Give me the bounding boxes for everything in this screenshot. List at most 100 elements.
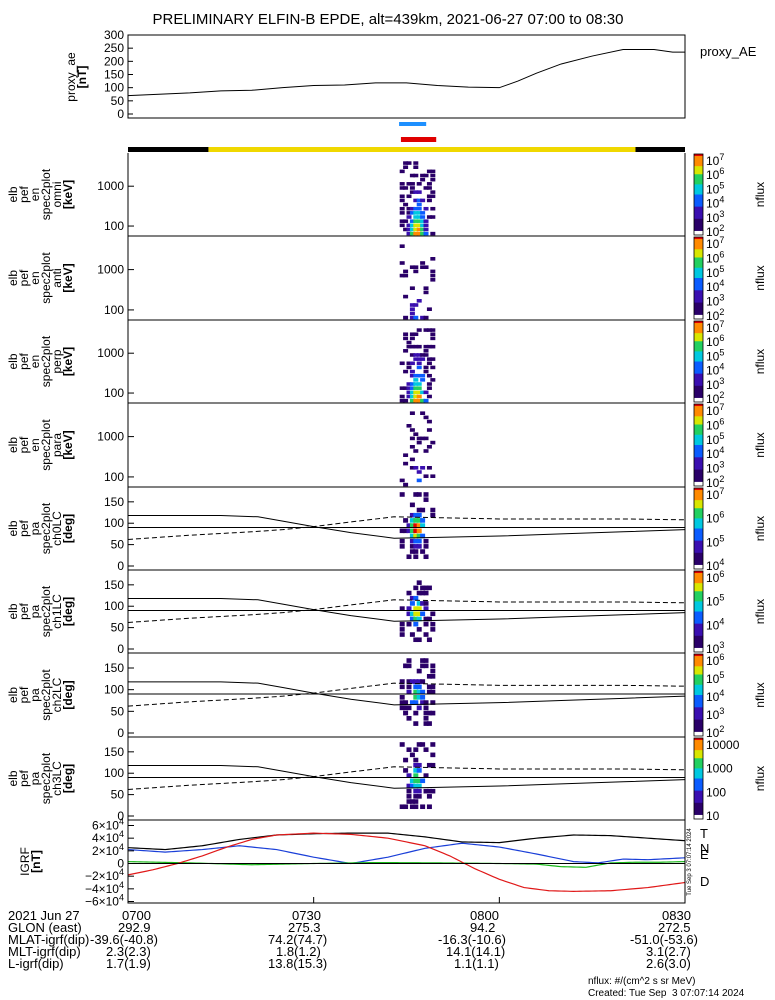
ch0-colorbar-band: [694, 562, 703, 566]
anti-colorbar-band: [694, 280, 703, 283]
footer-row-value: 13.8(15.3): [268, 956, 328, 971]
ch1-heatmap-cell: [426, 637, 432, 643]
ch1-ylabel-line: pef: [17, 602, 31, 619]
ch0-tick-label: 100: [104, 516, 124, 530]
created-note: Created: Tue Sep 3 07:07:14 2024: [588, 988, 745, 999]
perp-heatmap-cell: [409, 398, 415, 403]
para-heatmap-cell: [423, 449, 429, 453]
ch1-colorbar-band: [694, 581, 703, 584]
omni-heatmap-cell: [430, 231, 436, 236]
ch3-heatmap-cell: [413, 747, 419, 752]
anti-colorbar-band: [694, 265, 703, 269]
perp-heatmap-cell: [426, 373, 432, 378]
ch1-colorbar-label: nflux: [753, 599, 767, 624]
ch1-colorbar-tick: 106: [706, 569, 724, 585]
perp-heatmap-cell: [403, 386, 409, 390]
omni-heatmap-cell: [406, 194, 412, 199]
science-zone-marker: [411, 122, 414, 126]
ch1-colorbar-band: [694, 619, 703, 623]
ch3-ylabel-line: ch3LC: [50, 761, 64, 796]
perp-colorbar-band: [694, 391, 703, 395]
ch0-heatmap-cell: [413, 549, 419, 554]
perp-ylabel-line: en: [28, 355, 42, 368]
anti-colorbar-band: [694, 312, 703, 316]
ch0-colorbar-band: [694, 518, 703, 521]
ch1-colorbar-band: [694, 649, 703, 653]
para-colorbar-band: [694, 451, 703, 454]
ch2-colorbar-band: [694, 678, 703, 682]
perp-heatmap-cell: [413, 386, 419, 390]
perp-heatmap-cell: [426, 386, 432, 390]
footer-row-value: 14.1(14.1): [446, 944, 506, 959]
perp-colorbar-band: [694, 327, 703, 330]
para-ylabel-line: [keV]: [61, 430, 75, 459]
ch0-heatmap-cell: [416, 528, 422, 534]
omni-colorbar-band: [694, 204, 703, 208]
ch2-ylabel-line: ch2LC: [50, 677, 64, 712]
ch2-colorbar-band: [694, 690, 703, 694]
ch3-colorbar-band: [694, 798, 703, 802]
omni-colorbar-band: [694, 216, 703, 220]
omni-colorbar-band: [694, 172, 703, 175]
anti-heatmap-cell: [413, 269, 419, 274]
omni-heatmap-cell: [416, 206, 422, 211]
ch3-ylabel-line: elb: [6, 770, 20, 786]
anti-ylabel-line: anti: [50, 268, 64, 287]
ch0-heatmap-cell: [423, 492, 429, 497]
perp-heatmap-cell: [420, 390, 426, 395]
ch2-colorbar-band: [694, 715, 703, 719]
ch3-heatmap-cell: [426, 794, 432, 799]
ch3-colorbar-band: [694, 752, 703, 755]
ch3-colorbar-label: nflux: [753, 766, 767, 791]
ch0-ylabel-line: pef: [17, 519, 31, 536]
anti-heatmap-cell: [399, 261, 405, 265]
anti-colorbar-band: [694, 271, 703, 275]
footer-row-value: 1.8(1.2): [276, 944, 321, 959]
omni-ylabel-line: omni: [50, 181, 64, 207]
perp-colorbar-band: [694, 339, 703, 342]
perp-heatmap-cell: [426, 361, 432, 366]
para-colorbar-band: [694, 447, 703, 450]
ch3-colorbar-band: [694, 792, 703, 796]
science-zone-marker: [401, 122, 404, 126]
ch3-colorbar-band: [694, 738, 703, 741]
perp-colorbar-band: [694, 381, 703, 385]
omni-colorbar-band: [694, 224, 703, 228]
ch3-colorbar-band: [694, 786, 703, 790]
perp-colorbar-band: [694, 331, 703, 334]
science-zone-marker: [421, 122, 425, 126]
footer-row-value: 0730: [292, 908, 321, 923]
science-zone-marker: [399, 122, 402, 126]
para-colorbar-tick: 107: [706, 402, 724, 418]
anti-colorbar-band: [694, 255, 703, 259]
ch2-colorbar-band: [694, 654, 703, 657]
ch0-heatmap-cell: [416, 492, 422, 497]
omni-colorbar-band: [694, 212, 703, 216]
ch2-heatmap-cell: [416, 668, 422, 674]
para-ylabel-line: para: [50, 433, 64, 457]
ch3-colorbar-band: [694, 808, 703, 812]
ch3-ylabel-line: pef: [17, 769, 31, 786]
ch0-heatmap-cell: [423, 554, 429, 560]
omni-heatmap-cell: [416, 223, 422, 228]
footer-row: MLAT-igrf(dip) -39.6(-40.8) 74.2(74.7) -16.…: [8, 932, 698, 947]
para-colorbar-band: [694, 483, 703, 487]
ae-tick-label: 250: [104, 41, 124, 55]
ch2-colorbar-band: [694, 684, 703, 688]
ch0-heatmap-cell: [430, 507, 436, 513]
ch3-colorbar-band: [694, 806, 703, 810]
ch1-heatmap-cell: [409, 611, 415, 617]
omni-heatmap-cell: [399, 198, 405, 203]
ch0-heatmap-cell: [416, 523, 422, 528]
para-heatmap-cell: [426, 428, 432, 432]
para-heatmap-cell: [423, 436, 429, 441]
ch1-colorbar-band: [694, 637, 703, 641]
perp-heatmap-cell: [406, 390, 412, 395]
omni-heatmap-cell: [413, 198, 419, 203]
igrf-series-N: [127, 842, 686, 865]
ch0-heatmap-cell: [409, 518, 415, 523]
omni-heatmap-cell: [399, 194, 405, 199]
ch0-colorbar-band: [694, 530, 703, 534]
omni-heatmap-cell: [413, 223, 419, 228]
omni-heatmap-cell: [423, 227, 429, 232]
